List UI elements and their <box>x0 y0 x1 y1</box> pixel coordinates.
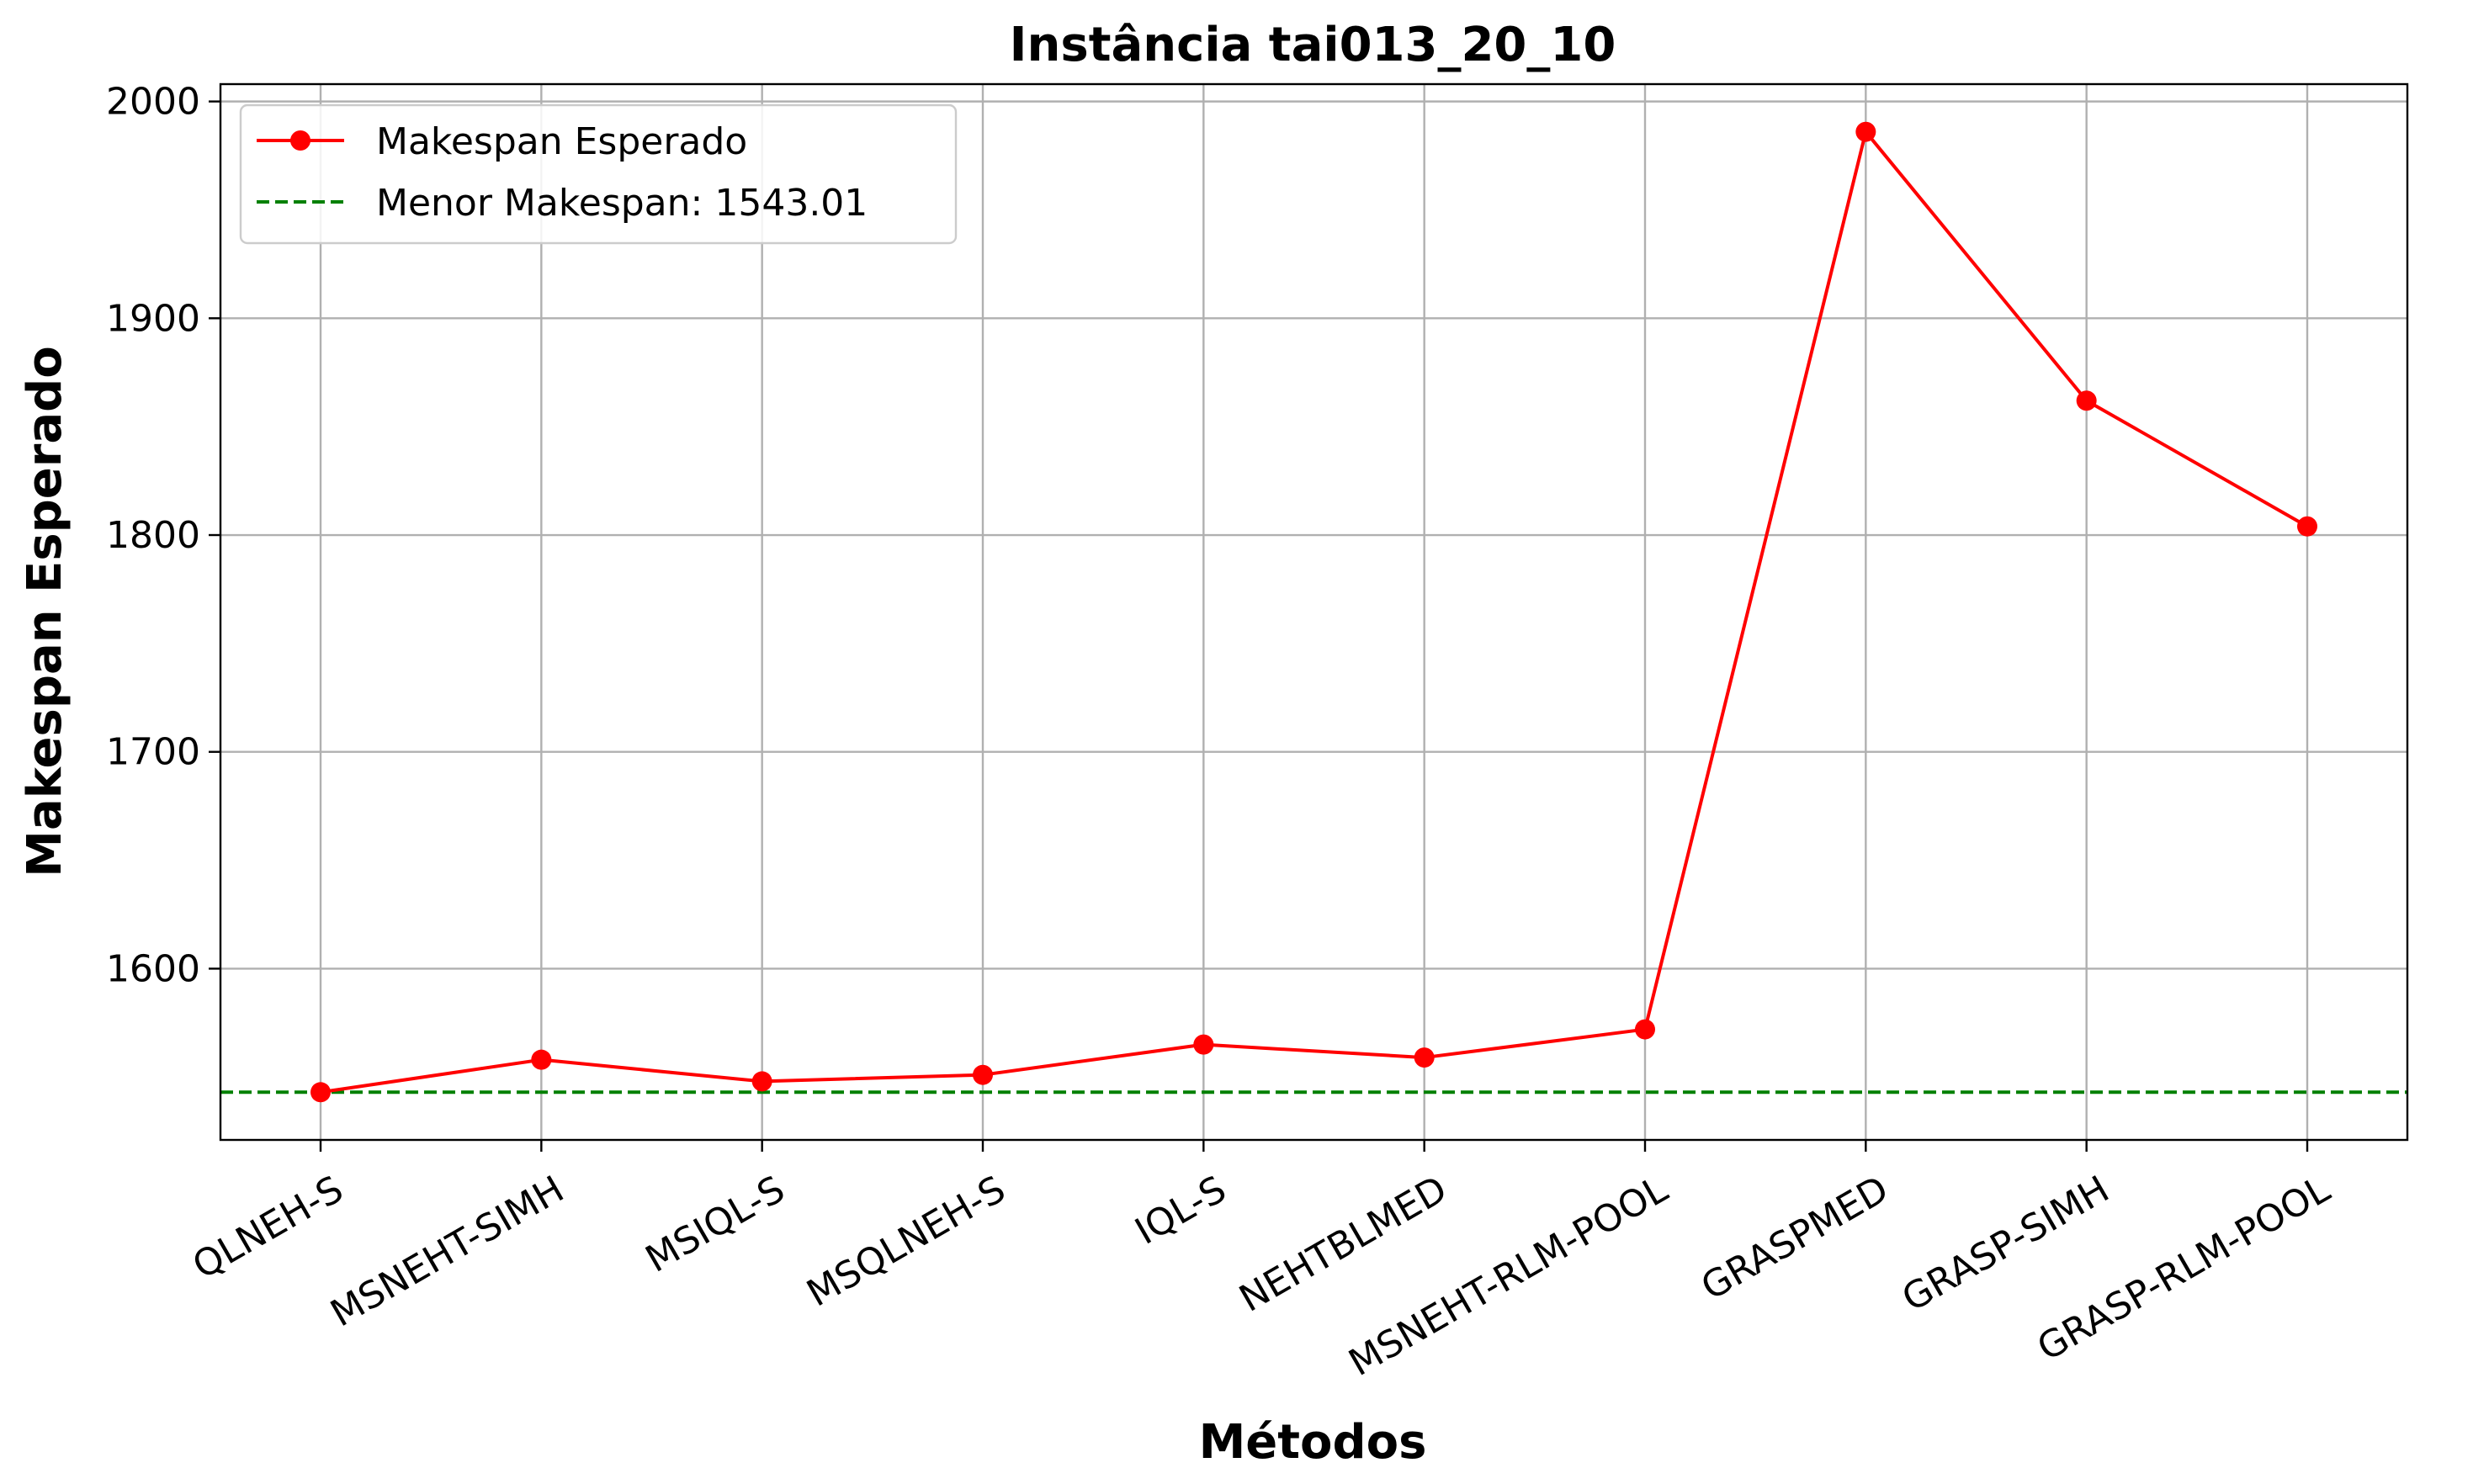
data-point <box>531 1049 552 1070</box>
series-line <box>320 130 2308 1094</box>
y-tick-label: 2000 <box>106 81 200 124</box>
grid <box>220 84 2407 1140</box>
legend-reference-label: Menor Makespan: 1543.01 <box>376 182 868 225</box>
data-point <box>2076 390 2097 411</box>
legend-series-label: Makespan Esperado <box>376 120 747 163</box>
y-tick-label: 1800 <box>106 514 200 557</box>
x-axis-label: Métodos <box>1199 1415 1427 1470</box>
y-axis-ticks: 1600 1700 1800 1900 2000 <box>106 81 220 990</box>
chart-title: Instância tai013_20_10 <box>1010 18 1616 72</box>
data-point <box>1414 1047 1435 1068</box>
y-tick-label: 1900 <box>106 297 200 340</box>
data-point <box>751 1071 772 1092</box>
data-point <box>1193 1034 1214 1055</box>
y-tick-label: 1600 <box>106 947 200 990</box>
data-point <box>310 1082 331 1103</box>
data-point <box>1855 121 1876 142</box>
legend-series-marker <box>290 130 310 151</box>
data-point <box>1635 1019 1655 1040</box>
data-point <box>2297 516 2317 537</box>
y-axis-label: Makespan Esperado <box>18 346 72 877</box>
data-point <box>973 1064 993 1085</box>
plot-area-frame <box>219 82 2409 1142</box>
y-tick-label: 1700 <box>106 731 200 774</box>
legend-frame <box>239 103 958 245</box>
series-layer <box>310 121 2317 1103</box>
legend: Makespan Esperado Menor Makespan: 1543.0… <box>239 103 958 245</box>
